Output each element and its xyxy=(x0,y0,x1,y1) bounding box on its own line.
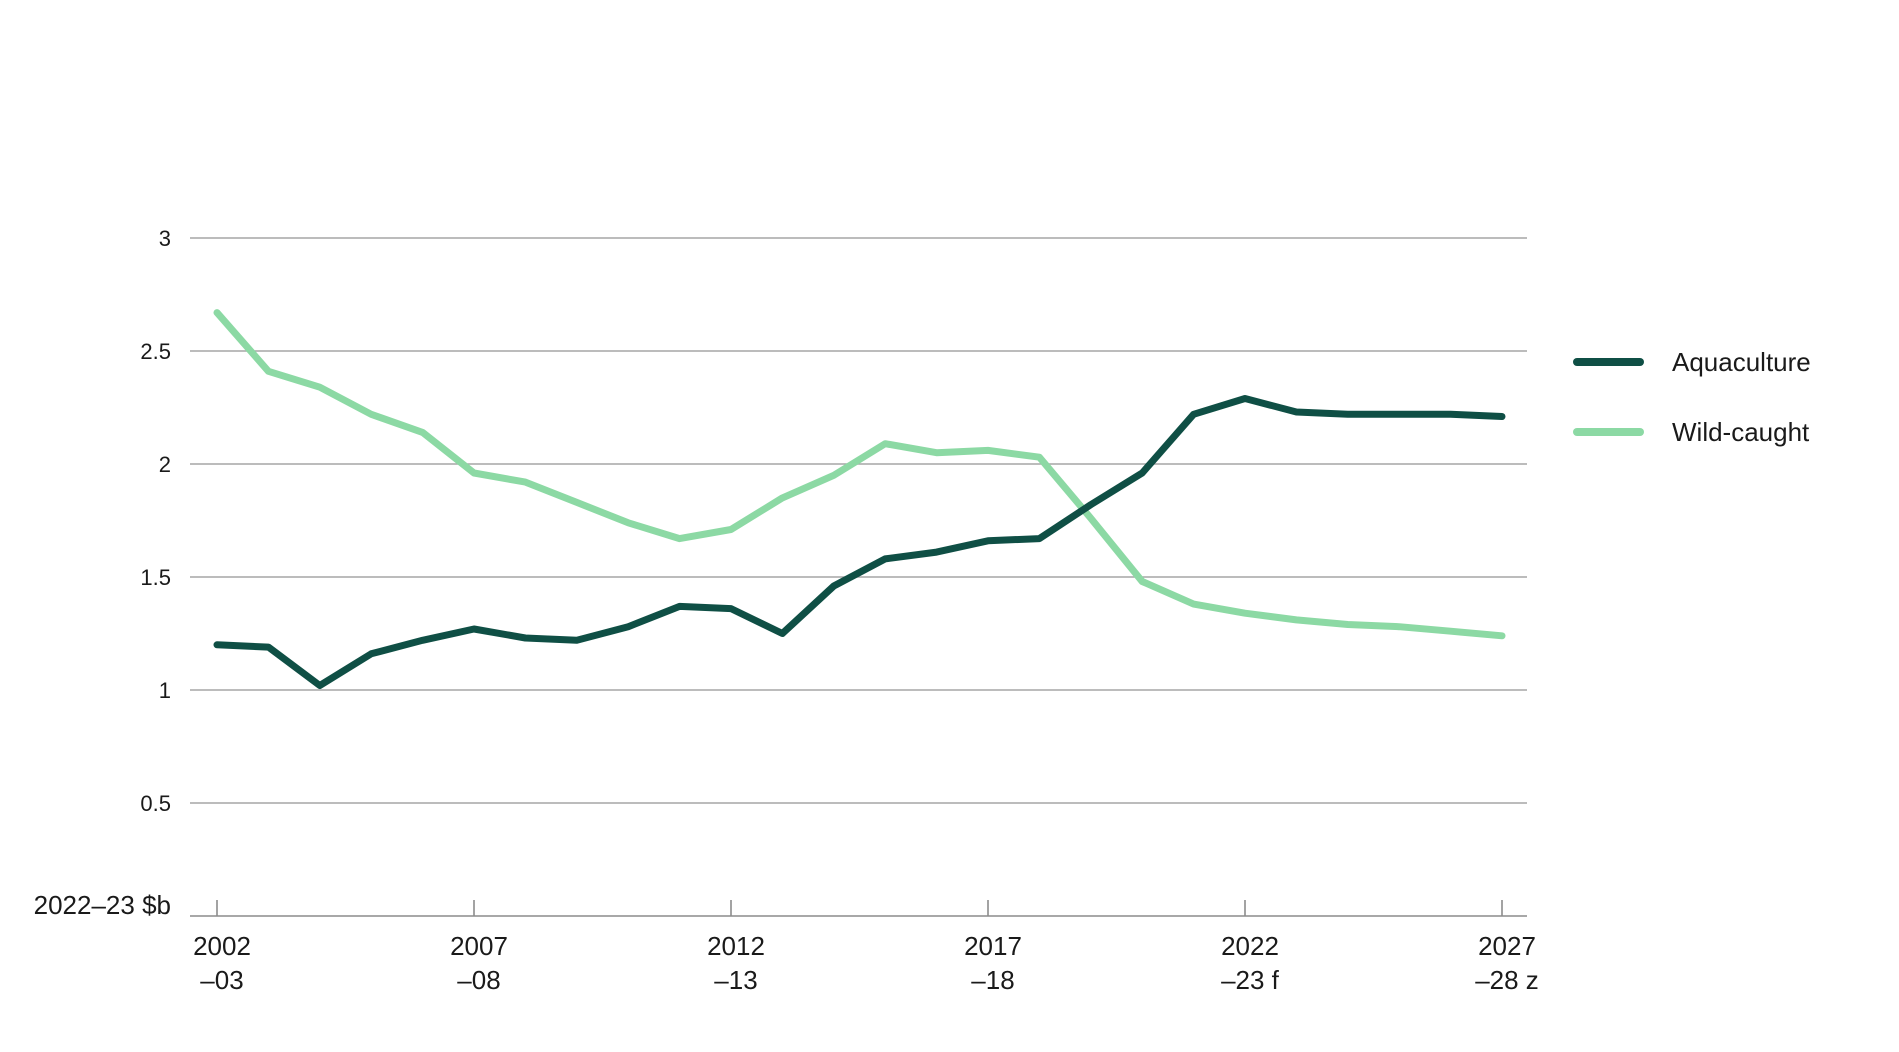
y-tick-label: 2.5 xyxy=(140,339,171,364)
y-axis-ticks: 3 2.5 2 1.5 1 0.5 xyxy=(140,226,171,816)
y-tick-label: 1.5 xyxy=(140,565,171,590)
x-tick-label-sub: –18 xyxy=(971,965,1014,995)
y-tick-label: 0.5 xyxy=(140,791,171,816)
y-tick-label: 2 xyxy=(159,452,171,477)
x-tick-label: 2027 xyxy=(1478,931,1536,961)
x-tick-label-sub: –13 xyxy=(714,965,757,995)
x-tick-label-sub: –23 f xyxy=(1221,965,1280,995)
x-tick-label-sub: –08 xyxy=(457,965,500,995)
y-tick-label: 3 xyxy=(159,226,171,251)
x-axis: 2002 –03 2007 –08 2012 –13 2017 –18 2022 –23 f 202… xyxy=(190,900,1539,995)
series-line-wild-caught xyxy=(213,309,1506,640)
legend-label: Wild-caught xyxy=(1672,417,1810,447)
x-tick-label: 2002 xyxy=(193,931,251,961)
x-tick-label-sub: –03 xyxy=(200,965,243,995)
x-tick-label: 2022 xyxy=(1221,931,1279,961)
series-line-aquaculture xyxy=(213,395,1506,689)
x-tick-label-sub: –28 z xyxy=(1475,965,1539,995)
x-tick-label: 2012 xyxy=(707,931,765,961)
legend-label: Aquaculture xyxy=(1672,347,1811,377)
legend: Aquaculture Wild-caught xyxy=(1573,347,1811,447)
y-axis-label: 2022–23 $b xyxy=(34,890,171,920)
x-tick-label: 2007 xyxy=(450,931,508,961)
gridlines xyxy=(190,237,1527,804)
x-tick-label: 2017 xyxy=(964,931,1022,961)
series-lines xyxy=(213,309,1506,689)
y-tick-label: 1 xyxy=(159,678,171,703)
